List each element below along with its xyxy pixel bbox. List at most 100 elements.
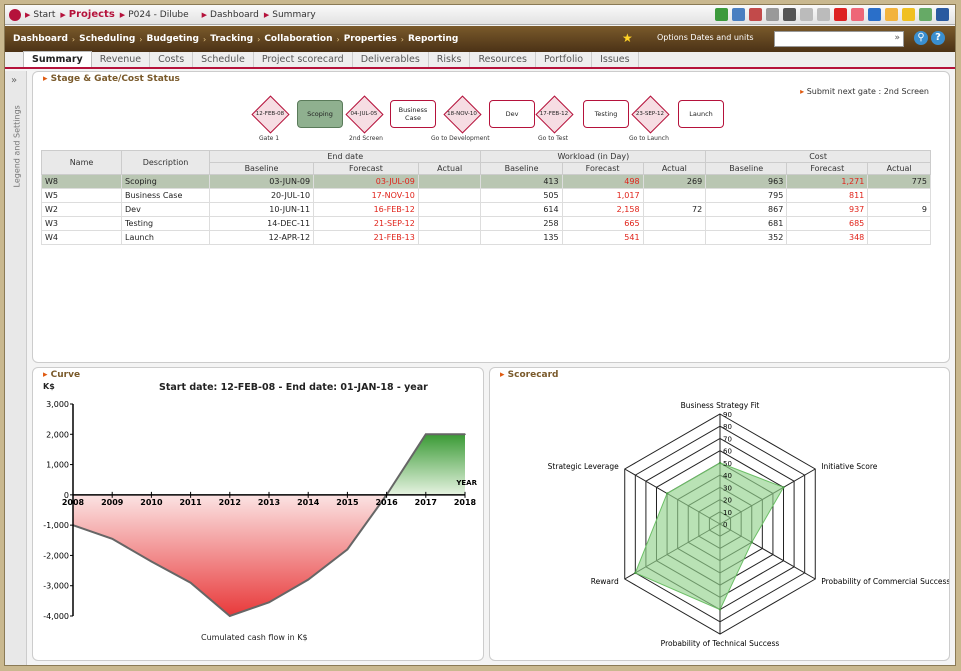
stage-box[interactable]: Testing (583, 100, 629, 128)
link-icon[interactable] (766, 8, 779, 21)
table-row[interactable]: W5 Business Case 20-JUL-10 17-NOV-10 505 1,01… (41, 188, 931, 203)
gate-diamond[interactable]: 12-FEB-08 (250, 94, 290, 134)
menu-collaboration[interactable]: Collaboration (264, 34, 333, 44)
pdf-icon[interactable] (834, 8, 847, 21)
menu-tracking[interactable]: Tracking (210, 34, 254, 44)
refresh-icon[interactable] (732, 8, 745, 21)
menu-scheduling[interactable]: Scheduling (79, 34, 136, 44)
tab-portfolio[interactable]: Portfolio (536, 52, 593, 67)
table-cell (642, 216, 707, 231)
crumb-start[interactable]: Start (33, 9, 56, 20)
col-header[interactable]: Description (121, 150, 210, 175)
tab-summary[interactable]: Summary (23, 51, 92, 67)
gate-diamond[interactable]: 23-SEP-12 (630, 94, 670, 134)
table-cell (417, 230, 482, 245)
col-header[interactable]: Forecast (313, 162, 419, 175)
tab-bar: Summary Revenue Costs Schedule Project s… (5, 51, 955, 69)
table-cell (417, 188, 482, 203)
cashflow-point (189, 581, 192, 584)
stage-box[interactable]: Launch (678, 100, 724, 128)
table-cell: 1,271 (786, 174, 869, 189)
radar-tick-label: 70 (723, 435, 732, 443)
tab-resources[interactable]: Resources (470, 52, 536, 67)
menu-dashboard[interactable]: Dashboard (13, 34, 68, 44)
gate-diamond[interactable]: 18-NOV-10 (442, 94, 482, 134)
y-tick-label: -3,000 (43, 582, 69, 591)
tab-risks[interactable]: Risks (429, 52, 471, 67)
search-input[interactable]: » (774, 31, 904, 47)
chart-icon[interactable] (749, 8, 762, 21)
sum-icon[interactable] (783, 8, 796, 21)
image-icon[interactable] (851, 8, 864, 21)
radar-axis-label: Probability of Technical Success (661, 639, 780, 648)
tab-costs[interactable]: Costs (150, 52, 194, 67)
y-tick-label: 2,000 (46, 430, 69, 439)
col-header[interactable]: Forecast (561, 162, 644, 175)
x-tick-label: 2015 (336, 498, 359, 507)
menu-budgeting[interactable]: Budgeting (146, 34, 200, 44)
tab-issues[interactable]: Issues (592, 52, 639, 67)
search-go-icon[interactable]: » (894, 33, 900, 43)
x-tick-label: 2011 (179, 498, 202, 507)
table-cell: 03-JUN-09 (208, 174, 315, 189)
lock-icon[interactable] (902, 8, 915, 21)
positive-cashflow-area (386, 434, 465, 495)
col-header[interactable]: Baseline (705, 162, 788, 175)
stage-box[interactable]: Business Case (390, 100, 436, 128)
table-cell: 72 (642, 202, 707, 217)
save-icon[interactable] (936, 8, 949, 21)
gate-label: Go to Launch (629, 135, 669, 142)
y-tick-label: -4,000 (43, 612, 69, 621)
stage-box[interactable]: Dev (489, 100, 535, 128)
table-cell: 21-SEP-12 (313, 216, 419, 231)
note-icon[interactable] (885, 8, 898, 21)
gate-diamond[interactable]: 17-FEB-12 (534, 94, 574, 134)
submit-next-gate-link[interactable]: Submit next gate : 2nd Screen (800, 87, 929, 96)
excel-icon[interactable] (868, 8, 881, 21)
gate-label: 2nd Screen (349, 135, 383, 142)
table-cell: 413 (480, 174, 563, 189)
negative-cashflow-area (73, 494, 387, 616)
stage-box[interactable]: Scoping (297, 100, 343, 128)
options-link[interactable]: Options Dates and units (657, 33, 754, 42)
table-cell: 937 (786, 202, 869, 217)
col-header[interactable]: Name (41, 150, 122, 175)
menu-properties[interactable]: Properties (343, 34, 397, 44)
col-header[interactable]: Forecast (786, 162, 869, 175)
gate-diamond[interactable]: 04-JUL-05 (344, 94, 384, 134)
crumb-projects[interactable]: Projects (68, 9, 115, 20)
tab-revenue[interactable]: Revenue (92, 52, 151, 67)
help-icon[interactable]: ? (931, 31, 945, 45)
legend-sidebar[interactable]: » Legend and Settings (5, 71, 27, 665)
table-row[interactable]: W2 Dev 10-JUN-11 16-FEB-12 614 2,158 72 867 937 9 (41, 202, 931, 217)
x-tick-label: 2008 (62, 498, 85, 507)
tab-schedule[interactable]: Schedule (193, 52, 254, 67)
zoom-in-icon[interactable] (800, 8, 813, 21)
tab-deliverables[interactable]: Deliverables (353, 52, 429, 67)
crumb-project[interactable]: P024 - Dilube (128, 9, 189, 20)
table-row[interactable]: W3 Testing 14-DEC-11 21-SEP-12 258 665 681 685 (41, 216, 931, 231)
col-header[interactable]: Actual (642, 162, 707, 175)
crumb-summary[interactable]: Summary (272, 9, 316, 20)
tab-project-scorecard[interactable]: Project scorecard (254, 52, 353, 67)
table-row[interactable]: W4 Launch 12-APR-12 21-FEB-13 135 541 352 348 (41, 230, 931, 245)
zoom-out-icon[interactable] (817, 8, 830, 21)
table-cell (417, 174, 482, 189)
col-header[interactable]: Actual (417, 162, 482, 175)
favorite-star-icon[interactable]: ★ (622, 31, 633, 45)
table-row[interactable]: W8 Scoping 03-JUN-09 03-JUL-09 413 498 269 963 1… (41, 174, 931, 189)
menu-reporting[interactable]: Reporting (407, 34, 459, 44)
table-cell: 505 (480, 188, 563, 203)
col-header[interactable]: Actual (867, 162, 931, 175)
x-tick-label: 2014 (297, 498, 320, 507)
gate-label: Gate 1 (259, 135, 280, 142)
back-icon[interactable] (715, 8, 728, 21)
col-header[interactable]: Baseline (208, 162, 315, 175)
col-header[interactable]: Baseline (480, 162, 563, 175)
radar-point (665, 492, 669, 495)
crumb-dashboard[interactable]: Dashboard (210, 9, 259, 20)
cashflow-point (307, 578, 310, 581)
search-icon[interactable]: ⚲ (914, 31, 928, 45)
settings-icon[interactable] (919, 8, 932, 21)
expand-chevron-icon[interactable]: » (11, 75, 18, 86)
